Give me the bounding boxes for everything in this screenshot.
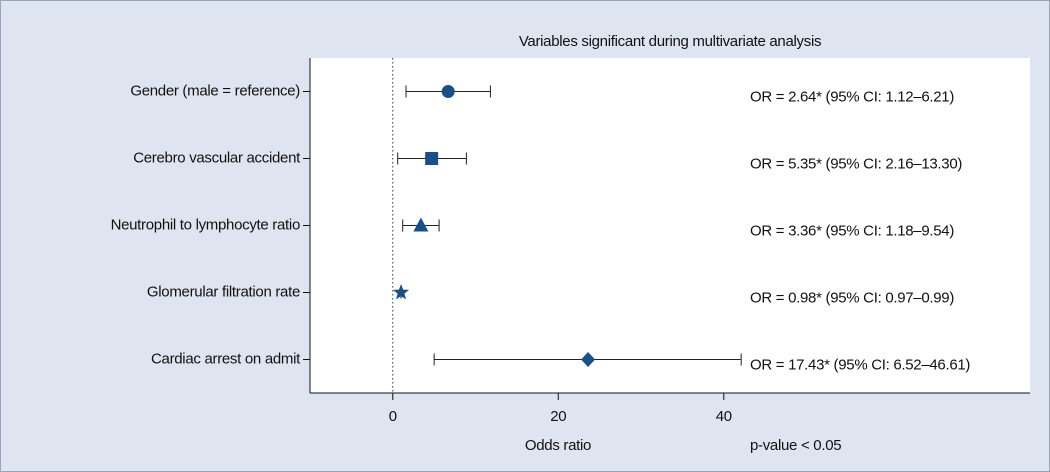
marker — [425, 152, 439, 165]
x-tick-label: 0 — [389, 408, 397, 425]
annotation: OR = 5.35* (95% CI: 2.16–13.30) — [750, 155, 962, 172]
y-tick-label: Cardiac arrest on admit — [151, 350, 301, 367]
marker — [413, 217, 429, 232]
y-tick-label: Cerebro vascular accident — [133, 149, 301, 166]
chart-title: Variables significant during multivariat… — [519, 33, 821, 50]
x-axis-label: Odds ratio — [525, 437, 591, 454]
y-tick-label: Gender (male = reference) — [130, 82, 300, 99]
y-tick-label: Neutrophil to lymphocyte ratio — [111, 216, 300, 233]
annotation: OR = 2.64* (95% CI: 1.12–6.21) — [750, 88, 954, 105]
note: p-value < 0.05 — [750, 437, 841, 454]
y-tick-label: Glomerular filtration rate — [147, 283, 300, 300]
marker — [392, 284, 410, 300]
x-tick-label: 40 — [716, 408, 732, 425]
annotation: OR = 0.98* (95% CI: 0.97–0.99) — [750, 289, 954, 306]
marker — [441, 85, 455, 98]
annotation: OR = 3.36* (95% CI: 1.18–9.54) — [750, 222, 954, 239]
marker — [581, 352, 596, 367]
x-tick-label: 20 — [550, 408, 566, 425]
annotation: OR = 17.43* (95% CI: 6.52–46.61) — [750, 356, 970, 373]
